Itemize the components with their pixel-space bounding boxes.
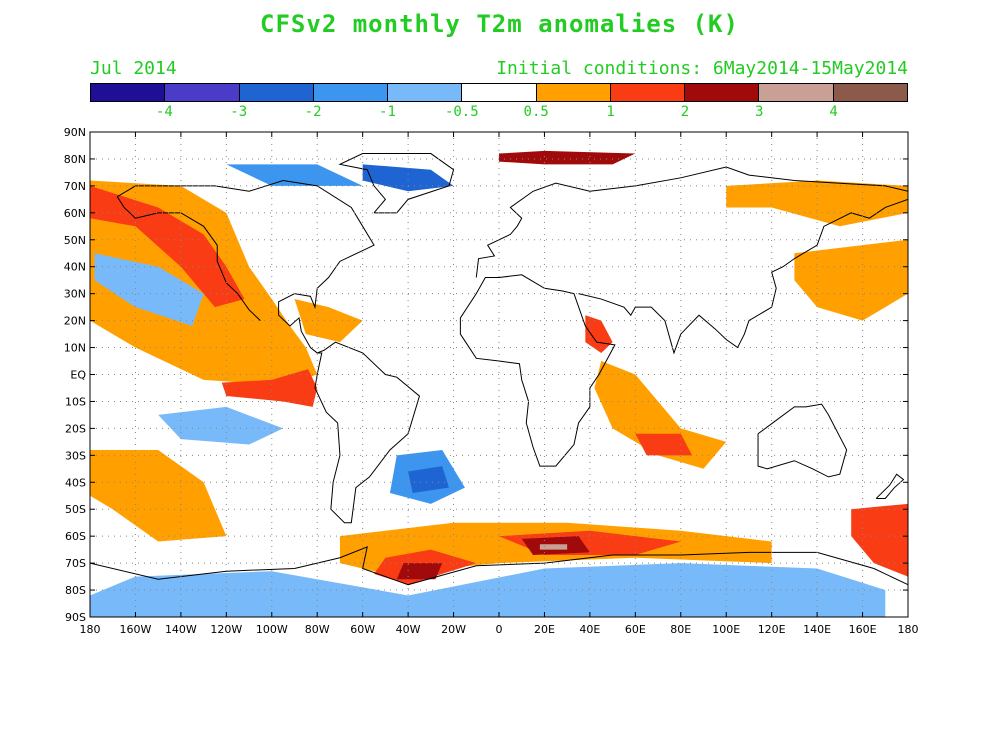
anomaly-region-greenland-cool: [362, 164, 454, 192]
colorbar-cell: [610, 84, 686, 101]
anomaly-region-east-pacific-cool: [94, 253, 204, 326]
lat-label: 20N: [64, 315, 86, 328]
lat-label: 40N: [64, 261, 86, 274]
colorbar-cell: [833, 84, 907, 101]
colorbar-cell: [165, 84, 240, 101]
lon-label: 160E: [849, 623, 877, 636]
anomaly-region-indian-ocean-warm: [594, 361, 727, 469]
colorbar-cell: [313, 84, 389, 101]
map-title: CFSv2 monthly T2m anomalies (K): [260, 10, 739, 38]
anomaly-region-antarctic-cool: [90, 563, 886, 617]
lat-label: 90S: [65, 611, 86, 624]
anomaly-region-arctic-warm-north-eurasia: [499, 150, 636, 165]
colorbar-label: 3: [755, 104, 764, 120]
colorbar-cell: [239, 84, 314, 101]
lon-label: 100E: [712, 623, 740, 636]
anomaly-fields: [90, 150, 908, 617]
colorbar-label: -2: [304, 104, 322, 120]
anomaly-region-south-pacific-sw-hot: [851, 503, 908, 577]
colorbar-cell: [462, 84, 537, 101]
lon-label: 60W: [350, 623, 375, 636]
lon-label: 40E: [579, 623, 600, 636]
lat-label: 60S: [65, 530, 86, 543]
lon-label: 60E: [625, 623, 646, 636]
coastline: [757, 403, 848, 478]
lat-label: 40S: [65, 476, 86, 489]
colorbar-cell: [388, 84, 463, 101]
colorbar-cell: [536, 84, 611, 101]
coastline: [459, 274, 616, 467]
lat-label: 80S: [65, 584, 86, 597]
lon-label: 40W: [396, 623, 421, 636]
lat-label: 80N: [64, 153, 86, 166]
lat-label: 30S: [65, 449, 86, 462]
colorbar: [90, 83, 908, 102]
lon-label: 80E: [670, 623, 691, 636]
lat-label: 70N: [64, 180, 86, 193]
coastline: [116, 196, 261, 321]
anomaly-region-siberia-warm: [726, 180, 908, 227]
anomaly-region-south-pacific-warm: [90, 449, 227, 542]
lon-label: 180: [80, 623, 101, 636]
colorbar-label: -3: [230, 104, 248, 120]
lon-label: 100W: [256, 623, 288, 636]
anomaly-region-weddell-very-hot: [396, 563, 443, 580]
lat-label: 30N: [64, 288, 86, 301]
lon-label: 20W: [441, 623, 466, 636]
forecast-month: Jul 2014: [90, 58, 177, 79]
lat-label: 50S: [65, 503, 86, 516]
anomaly-region-gulf-of-alaska-hot: [90, 185, 245, 308]
coastlines: [90, 153, 908, 586]
grid-lines: [90, 132, 908, 617]
lon-label: 0: [496, 623, 503, 636]
lon-label: 140W: [165, 623, 197, 636]
colorbar-label: 1: [606, 104, 615, 120]
anomaly-region-central-america-gulf-warm: [294, 299, 363, 343]
coastline: [475, 166, 908, 278]
colorbar-cell: [91, 84, 166, 101]
anomaly-region-south-atlantic-strong-cool: [408, 466, 450, 494]
anomaly-region-indian-ocean-hot: [635, 433, 693, 456]
lon-label: 180: [898, 623, 919, 636]
anomaly-region-east-africa-arabia-hot: [585, 315, 613, 353]
colorbar-label: 2: [680, 104, 690, 120]
lat-label: 60N: [64, 207, 86, 220]
lat-label: 10N: [64, 342, 86, 355]
anomaly-region-southern-ocean-extreme: [539, 544, 568, 550]
colorbar-label: 4: [829, 104, 838, 120]
lon-label: 80W: [305, 623, 330, 636]
coastline: [875, 473, 905, 499]
colorbar-label: -1: [379, 104, 396, 120]
coastline: [338, 153, 455, 214]
coastline: [578, 198, 908, 355]
anomaly-region-hudson-cool: [226, 164, 363, 186]
lat-label: EQ: [70, 369, 86, 382]
colorbar-label: -0.5: [444, 104, 479, 120]
lon-label: 160W: [120, 623, 152, 636]
anomaly-region-west-pacific-warm: [794, 239, 908, 321]
colorbar-cell: [685, 84, 760, 101]
initial-conditions: Initial conditions: 6May2014-15May2014: [496, 58, 908, 79]
coastline: [117, 179, 421, 524]
lat-label: 90N: [64, 126, 86, 139]
lon-label: 120W: [210, 623, 242, 636]
lat-label: 70S: [65, 557, 86, 570]
lat-label: 10S: [65, 395, 86, 408]
lat-label: 20S: [65, 422, 86, 435]
coastline: [90, 546, 908, 586]
lon-label: 120E: [758, 623, 786, 636]
lon-label: 20E: [534, 623, 555, 636]
lat-label: 50N: [64, 234, 86, 247]
colorbar-label: -4: [155, 104, 173, 120]
lon-label: 140E: [803, 623, 831, 636]
colorbar-cell: [759, 84, 834, 101]
colorbar-label: 0.5: [523, 104, 549, 120]
anomaly-region-south-pacific-cool: [158, 406, 284, 445]
anomaly-region-eastern-pacific-hot: [221, 369, 318, 407]
